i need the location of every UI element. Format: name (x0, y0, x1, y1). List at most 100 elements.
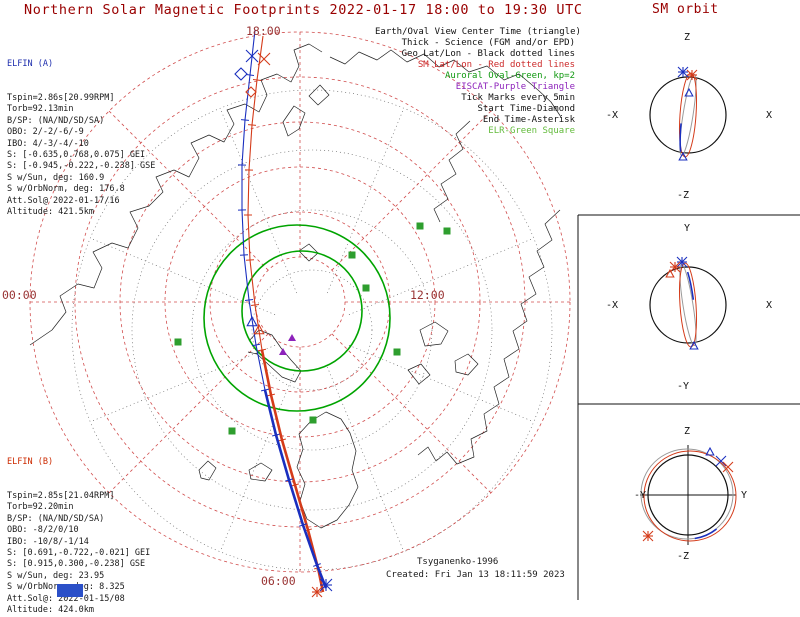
geo-grid-spoke (220, 108, 297, 293)
mlt-label-0600: 06:00 (261, 574, 296, 588)
elr-ground-station-square (310, 417, 317, 424)
legend-item: ELR-Green Square (375, 126, 575, 137)
elfin-b-info-line: IBO: -10/8/-1/14 (7, 537, 150, 548)
elr-ground-station-square (417, 223, 424, 230)
mlt-label-0000: 00:00 (2, 288, 37, 302)
elfin-b-info-line: B/SP: (NA/ND/SD/SA) (7, 514, 150, 525)
geo-grid-ring (192, 210, 432, 450)
footprint-5min-tick (246, 75, 254, 76)
legend-item: End Time-Asterisk (375, 115, 575, 126)
model-credit: Tsyganenko-1996 (417, 557, 498, 567)
orbit-axis-label: Y (684, 223, 690, 234)
elr-ground-station-square (349, 252, 356, 259)
elfin-a-info-line: Altitude: 421.5km (7, 207, 155, 218)
orbit-axis-label: Y (741, 490, 747, 501)
legend: Earth/Oval View Center Time (triangle)Th… (375, 27, 575, 137)
footprint-5min-tick (251, 304, 259, 305)
footprint-path (248, 36, 323, 592)
coastline (283, 106, 305, 136)
elfin-a-info-line: OBO: 2/-2/-6/-9 (7, 127, 155, 138)
footprint-5min-tick (248, 125, 256, 126)
coastline (249, 463, 272, 481)
footprint-5min-tick (252, 344, 260, 345)
geo-grid-spoke (349, 345, 534, 422)
elfin-a-info-line: S: [-0.635,0.768,0.075] GEI (7, 150, 155, 161)
coastline (297, 412, 358, 528)
mlt-label-1200: 12:00 (410, 288, 445, 302)
geo-grid-spoke (349, 238, 534, 315)
elfin-a-info-line: S w/Sun, deg: 160.9 (7, 173, 155, 184)
footprint-5min-tick (258, 349, 266, 350)
legend-item: EISCAT-Purple Triangle (375, 82, 575, 93)
elfin-a-info-line: Tspin=2.86s[20.99RPM] (7, 93, 155, 104)
orbit-axis-label: -Z (677, 551, 689, 562)
elfin-a-info-line: Torb=92.13min (7, 104, 155, 115)
elfin-a-label: ELFIN (A) (7, 59, 155, 70)
elfin-b-info-line: S: [0.915,0.300,-0.238] GSE (7, 559, 150, 570)
legend-item: Auroral Oval-Green, kp=2 (375, 71, 575, 82)
elfin-a-info: ELFIN (A) Tspin=2.86s[20.99RPM]Torb=92.1… (7, 36, 155, 219)
created-timestamp: Created: Fri Jan 13 18:11:59 2023 (386, 570, 565, 580)
elr-ground-station-square (394, 349, 401, 356)
coastline (408, 364, 430, 384)
orbit-axis-label: X (766, 300, 772, 311)
geo-grid-spoke (90, 345, 275, 422)
footprint-5min-tick (246, 260, 254, 261)
coastline (199, 461, 216, 480)
logo-box (57, 584, 83, 597)
elfin-a-info-line: S w/OrbNorm, deg: 176.8 (7, 184, 155, 195)
figure-title: Northern Solar Magnetic Footprints 2022-… (24, 2, 583, 18)
elfin-b-info-line: Torb=92.20min (7, 502, 150, 513)
elr-ground-station-square (444, 228, 451, 235)
elfin-a-info-line: IBO: 4/-3/-4/-10 (7, 139, 155, 150)
legend-item: Geo Lat/Lon - Black dotted lines (375, 49, 575, 60)
geo-grid-spoke (220, 367, 297, 552)
elfin-b-info-line: Tspin=2.85s[21.04RPM] (7, 491, 150, 502)
orbit-axis-label: Z (684, 426, 690, 437)
auroral-oval (242, 251, 362, 371)
orbit-axis-label: -Z (677, 190, 689, 201)
coastline (418, 210, 560, 464)
geo-grid-ring (132, 150, 492, 510)
eiscat-triangle (288, 334, 296, 341)
diamond-marker (235, 68, 247, 80)
elfin-b-info-line: Altitude: 424.0km (7, 605, 150, 616)
sm-grid-spoke (332, 334, 491, 493)
mlt-label-1800: 18:00 (246, 24, 281, 38)
footprint-path (242, 30, 326, 588)
coastline (309, 85, 329, 105)
legend-item: Thick - Science (FGM and/or EPD) (375, 38, 575, 49)
legend-item: Earth/Oval View Center Time (triangle) (375, 27, 575, 38)
elfin-a-info-line: B/SP: (NA/ND/SD/SA) (7, 116, 155, 127)
geo-grid-ring (252, 270, 372, 390)
orbit-axis-label: -Y (634, 490, 646, 501)
elfin-b-info-line: S w/Sun, deg: 23.95 (7, 571, 150, 582)
orbit-axis-label: Z (684, 32, 690, 43)
geo-grid-spoke (90, 238, 275, 315)
sm-orbit-title: SM orbit (652, 2, 719, 17)
elr-ground-station-square (175, 339, 182, 346)
elfin-a-info-line: Att.Sol@ 2022-01-17/16 (7, 196, 155, 207)
legend-item: SM Lat/Lon - Red dotted lines (375, 60, 575, 71)
triangle-marker (706, 448, 714, 455)
triangle-marker (685, 89, 693, 96)
orbit-axis-label: -X (606, 110, 618, 121)
legend-item: Start Time-Diamond (375, 104, 575, 115)
elr-ground-station-square (229, 428, 236, 435)
orbit-axis-label: X (766, 110, 772, 121)
footprint-5min-tick (245, 299, 253, 300)
orbit-trace (644, 451, 736, 541)
eiscat-triangle (279, 348, 287, 355)
footprint-5min-tick (253, 80, 261, 81)
elfin-b-label: ELFIN (B) (7, 457, 150, 468)
legend-item: Tick Marks every 5min (375, 93, 575, 104)
footprint-5min-tick (240, 255, 248, 256)
coastline (455, 354, 478, 375)
elfin-b-info-line: S: [0.691,-0.722,-0.021] GEI (7, 548, 150, 559)
elr-ground-station-square (363, 285, 370, 292)
elfin-b-info-line: OBO: -8/2/0/10 (7, 525, 150, 536)
orbit-axis-label: -X (606, 300, 618, 311)
footprint-5min-tick (241, 120, 249, 121)
elfin-a-info-line: S: [-0.945,-0.222,-0.238] GSE (7, 161, 155, 172)
